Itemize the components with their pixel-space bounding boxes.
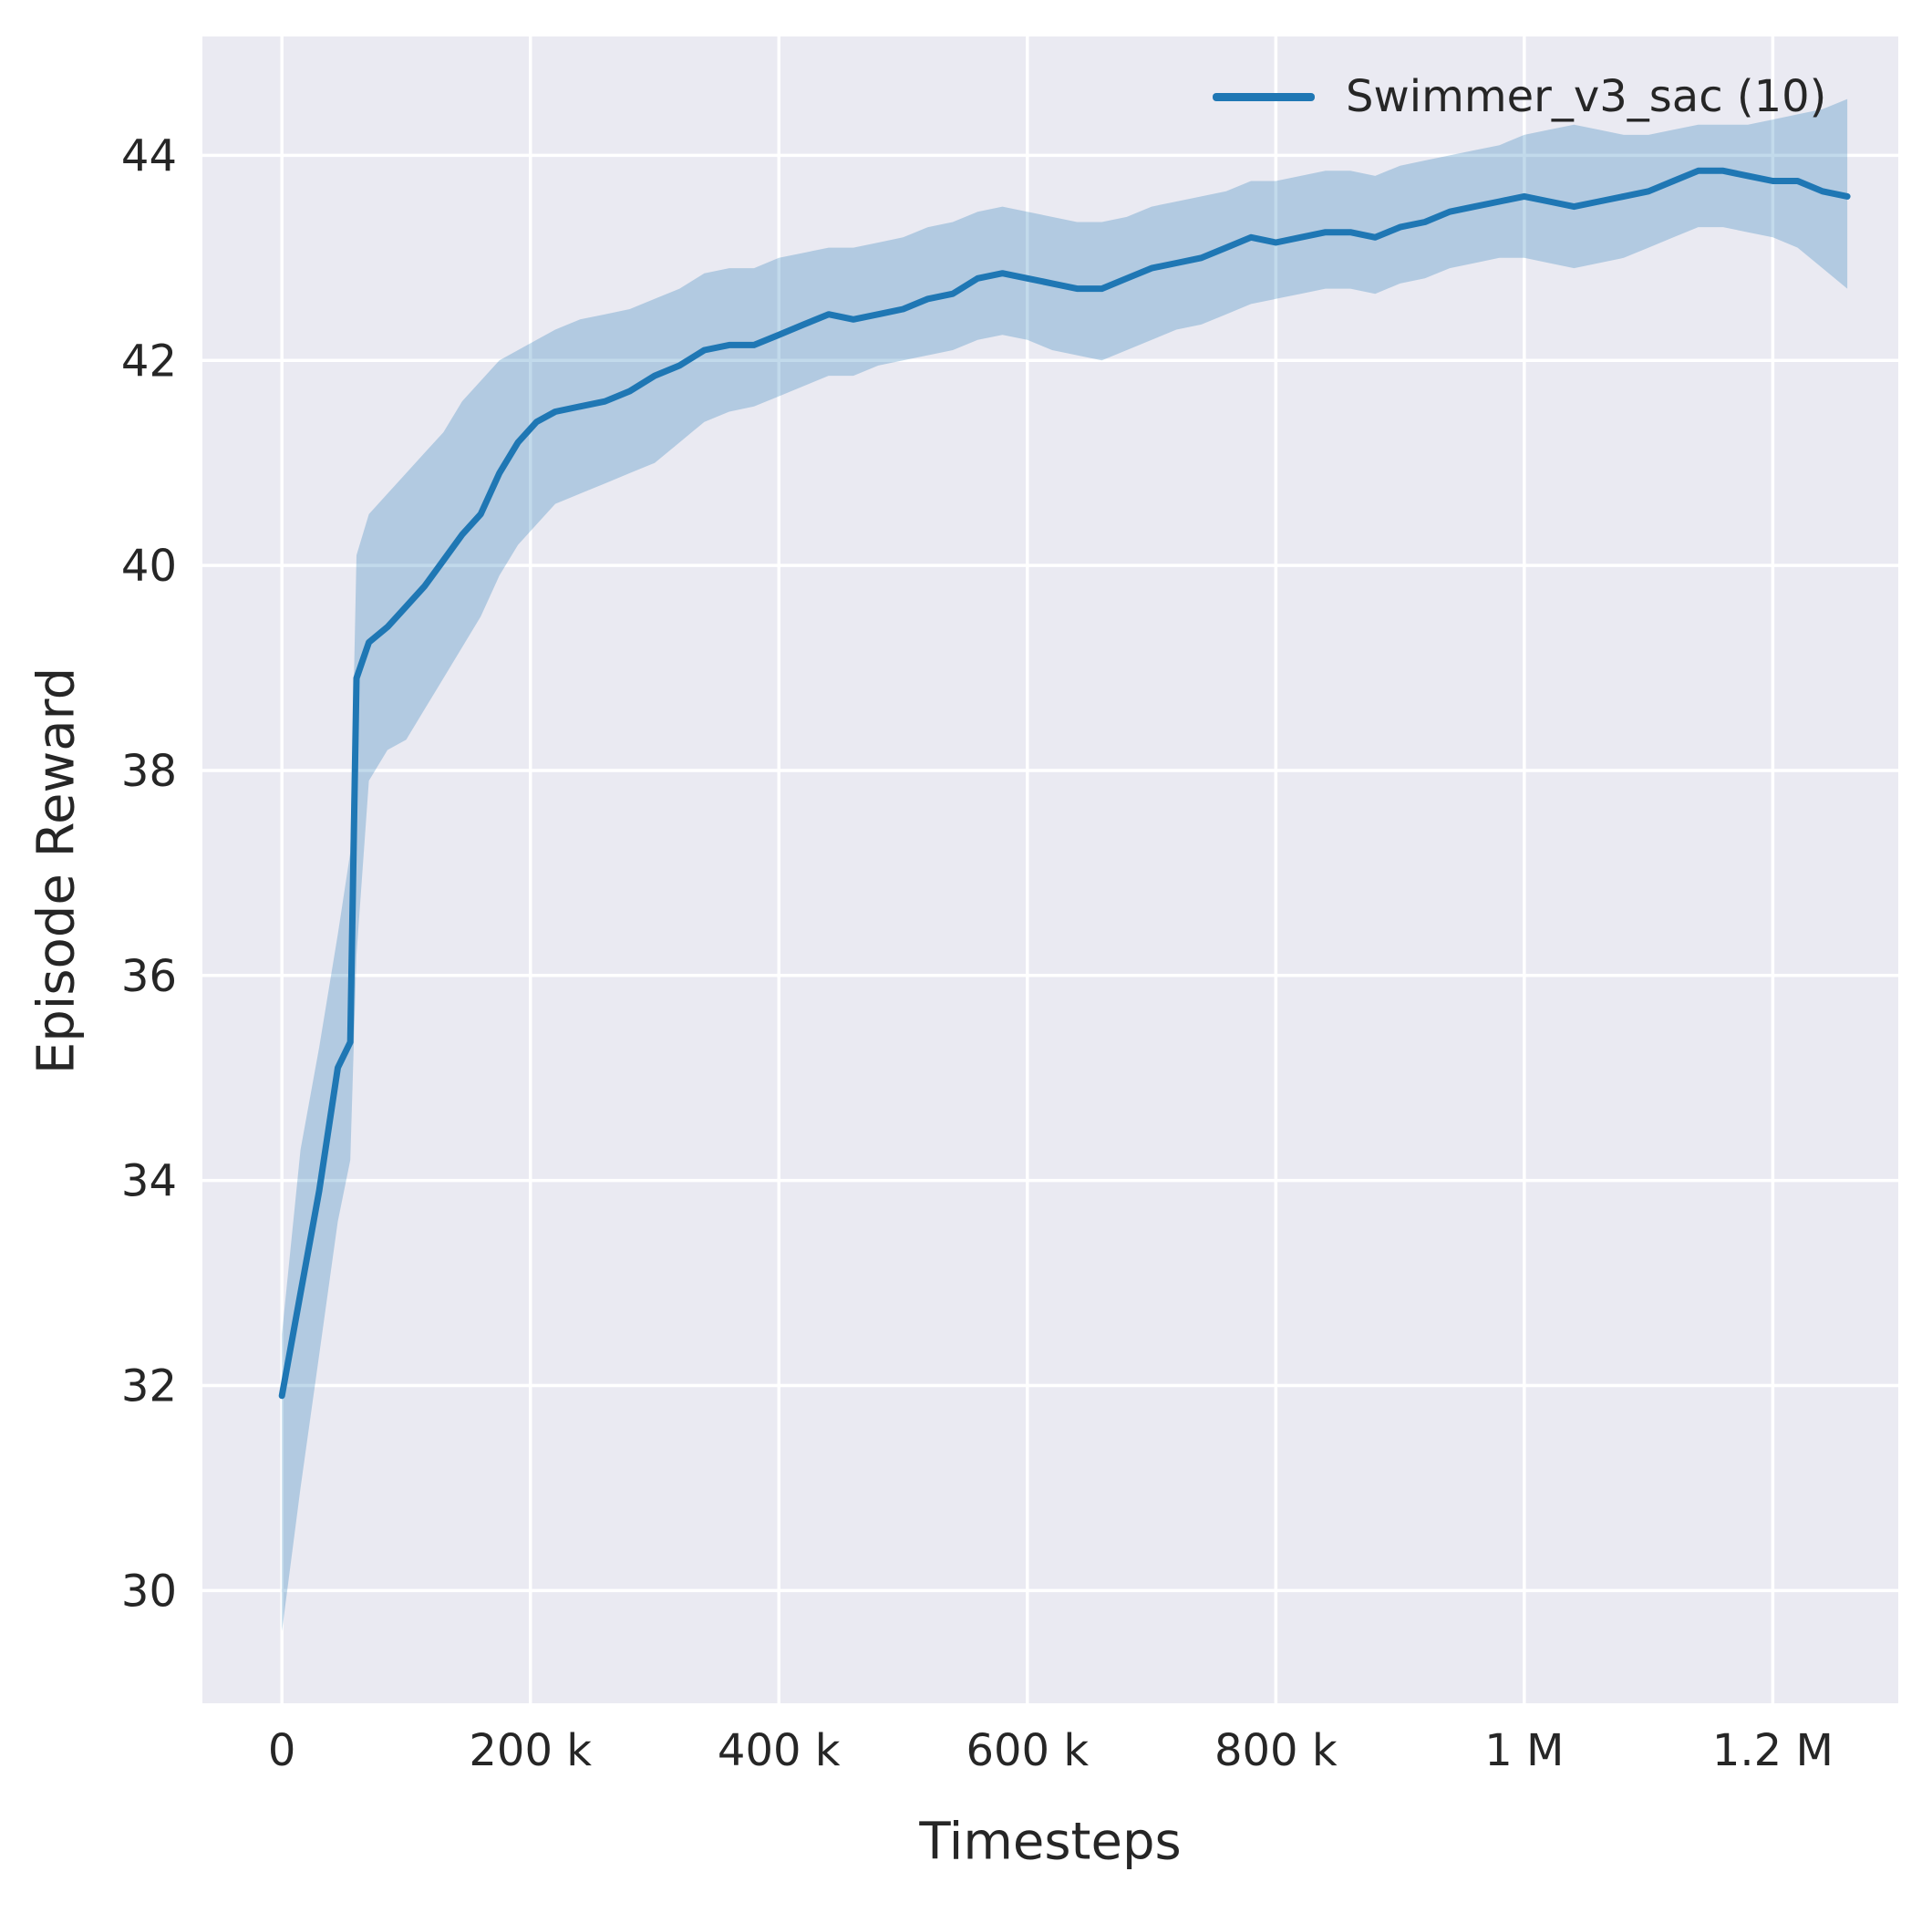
axes-background — [202, 36, 1898, 1703]
x-tick-label: 0 — [268, 1725, 296, 1776]
x-tick-label: 400 k — [718, 1725, 841, 1776]
x-tick-label: 800 k — [1214, 1725, 1338, 1776]
y-tick-label: 32 — [121, 1360, 177, 1411]
x-axis-label: Timesteps — [919, 1812, 1182, 1872]
y-tick-label: 42 — [121, 336, 177, 387]
legend: Swimmer_v3_sac (10) — [1213, 71, 1826, 122]
y-tick-label: 40 — [121, 541, 177, 592]
mean-line — [278, 167, 1851, 1400]
y-tick-label: 36 — [121, 951, 177, 1002]
y-tick-label: 30 — [121, 1566, 177, 1617]
x-tick-label: 200 k — [469, 1725, 592, 1776]
legend-line-sample — [1213, 92, 1315, 101]
y-tick-label: 34 — [121, 1156, 177, 1207]
y-tick-label: 38 — [121, 746, 177, 797]
legend-label: Swimmer_v3_sac (10) — [1346, 71, 1827, 122]
x-tick-label: 600 k — [966, 1725, 1089, 1776]
y-tick-label: 44 — [121, 130, 177, 181]
x-tick-label: 1 M — [1484, 1725, 1564, 1776]
y-axis-label: Episode Reward — [26, 667, 87, 1075]
x-tick-label: 1.2 M — [1712, 1725, 1834, 1776]
